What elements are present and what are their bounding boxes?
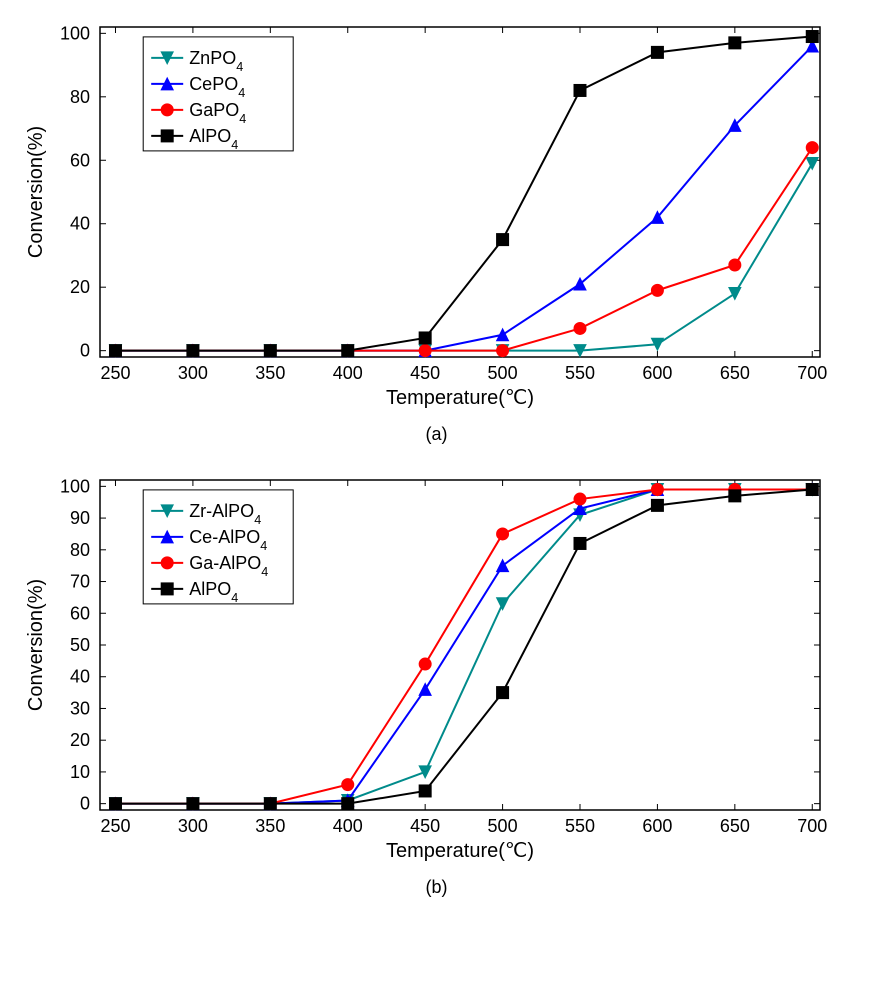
svg-text:550: 550	[565, 363, 595, 383]
svg-text:300: 300	[178, 816, 208, 836]
svg-text:90: 90	[70, 508, 90, 528]
svg-text:30: 30	[70, 698, 90, 718]
svg-text:250: 250	[100, 816, 130, 836]
svg-text:350: 350	[255, 816, 285, 836]
svg-text:650: 650	[720, 816, 750, 836]
svg-text:700: 700	[797, 816, 827, 836]
svg-text:80: 80	[70, 540, 90, 560]
svg-text:400: 400	[333, 816, 363, 836]
svg-text:50: 50	[70, 635, 90, 655]
svg-text:100: 100	[60, 476, 90, 496]
svg-text:450: 450	[410, 816, 440, 836]
svg-text:20: 20	[70, 730, 90, 750]
svg-text:600: 600	[642, 363, 672, 383]
chart-b-container: 250 300 350 400 450 500 550 600 650 700 0 10 20 30 40 5…	[20, 465, 840, 865]
svg-text:300: 300	[178, 363, 208, 383]
svg-text:Conversion(%): Conversion(%)	[25, 579, 47, 711]
svg-text:250: 250	[100, 363, 130, 383]
chart-a-container: 250 300 350 400 450 500 550 600 650 700 0 20 40 60 80 1…	[20, 12, 840, 412]
svg-text:10: 10	[70, 762, 90, 782]
svg-text:60: 60	[70, 603, 90, 623]
svg-text:450: 450	[410, 363, 440, 383]
svg-text:500: 500	[488, 363, 518, 383]
svg-text:350: 350	[255, 363, 285, 383]
svg-text:500: 500	[488, 816, 518, 836]
svg-text:650: 650	[720, 363, 750, 383]
chart-a-svg: 250 300 350 400 450 500 550 600 650 700 0 20 40 60 80 1…	[20, 12, 840, 412]
svg-text:60: 60	[70, 150, 90, 170]
svg-text:80: 80	[70, 87, 90, 107]
svg-text:0: 0	[80, 341, 90, 361]
svg-text:20: 20	[70, 277, 90, 297]
svg-text:0: 0	[80, 794, 90, 814]
chart-b-block: 250 300 350 400 450 500 550 600 650 700 0 10 20 30 40 5…	[20, 465, 853, 898]
chart-a-caption: (a)	[20, 424, 853, 445]
chart-b-svg: 250 300 350 400 450 500 550 600 650 700 0 10 20 30 40 5…	[20, 465, 840, 865]
chart-b-caption: (b)	[20, 877, 853, 898]
svg-text:550: 550	[565, 816, 595, 836]
svg-text:400: 400	[333, 363, 363, 383]
svg-text:70: 70	[70, 572, 90, 592]
svg-text:Temperature(℃): Temperature(℃)	[386, 387, 534, 409]
svg-text:Temperature(℃): Temperature(℃)	[386, 840, 534, 862]
svg-text:40: 40	[70, 667, 90, 687]
svg-text:100: 100	[60, 23, 90, 43]
svg-text:Conversion(%): Conversion(%)	[25, 126, 47, 258]
svg-text:40: 40	[70, 214, 90, 234]
svg-text:700: 700	[797, 363, 827, 383]
page: 2503003504004505005506006507000204060801…	[0, 0, 873, 938]
chart-a-block: 250 300 350 400 450 500 550 600 650 700 0 20 40 60 80 1…	[20, 12, 853, 445]
svg-text:600: 600	[642, 816, 672, 836]
